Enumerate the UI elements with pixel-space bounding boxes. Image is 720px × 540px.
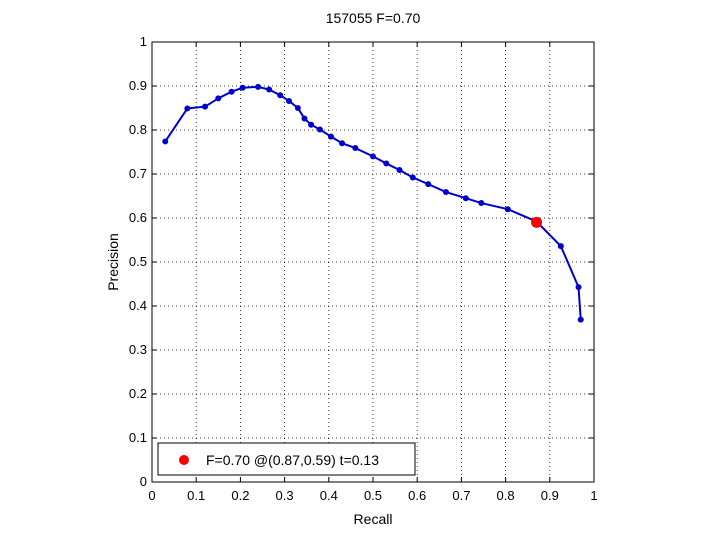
- data-point: [294, 105, 301, 111]
- data-point: [255, 83, 262, 90]
- data-point: [277, 92, 284, 99]
- chart-title: 157055 F=0.70: [326, 10, 421, 26]
- legend-marker: [179, 455, 189, 465]
- y-tick-label: 0.8: [129, 122, 147, 137]
- data-point: [383, 160, 390, 167]
- x-tick-label: 0.3: [276, 488, 294, 503]
- data-point: [162, 138, 169, 145]
- data-point: [462, 195, 469, 202]
- x-tick-label: 0.4: [320, 488, 338, 503]
- data-point: [239, 84, 246, 91]
- x-tick-label: 0.9: [541, 488, 559, 503]
- x-axis-label: Recall: [354, 511, 393, 527]
- data-point: [425, 181, 432, 188]
- y-tick-labels: 0 0.1 0.2 0.3 0.4 0.5 0.6 0.7 0.8 0.9 1: [129, 34, 147, 489]
- x-tick-label: 1: [590, 488, 597, 503]
- legend: F=0.70 @(0.87,0.59) t=0.13: [157, 442, 416, 476]
- y-tick-label: 0.9: [129, 78, 147, 93]
- y-tick-label: 0.6: [129, 210, 147, 225]
- data-point: [409, 174, 416, 181]
- data-point: [442, 189, 449, 196]
- data-point: [328, 133, 335, 140]
- y-tick-label: 0.5: [129, 254, 147, 269]
- y-tick-label: 0.3: [129, 342, 147, 357]
- data-point: [557, 243, 564, 250]
- y-tick-label: 0.7: [129, 166, 147, 181]
- data-point: [202, 103, 209, 110]
- y-tick-label: 0.2: [129, 386, 147, 401]
- best-f-point: [531, 216, 543, 228]
- y-tick-label: 0: [140, 474, 147, 489]
- x-tick-label: 0.7: [452, 488, 470, 503]
- data-point: [184, 105, 191, 112]
- y-tick-label: 1: [140, 34, 147, 49]
- data-point: [215, 95, 222, 102]
- data-point: [352, 145, 359, 152]
- data-point: [266, 86, 273, 93]
- highlight-layer: [531, 216, 543, 228]
- plot-frame: [151, 41, 595, 483]
- grid-lines: [152, 42, 594, 482]
- data-point: [286, 97, 293, 104]
- data-point: [478, 200, 485, 207]
- y-tick-label: 0.4: [129, 298, 147, 313]
- x-tick-label: 0.2: [231, 488, 249, 503]
- x-tick-label: 0.6: [408, 488, 426, 503]
- data-point: [316, 126, 323, 133]
- series-layer: [162, 83, 584, 323]
- legend-box: [157, 442, 416, 476]
- y-axis-label: Precision: [105, 233, 121, 291]
- data-point: [577, 316, 584, 323]
- x-tick-label: 0.8: [497, 488, 515, 503]
- legend-label: F=0.70 @(0.87,0.59) t=0.13: [206, 452, 379, 468]
- data-point: [575, 284, 582, 291]
- data-point: [396, 167, 403, 174]
- x-tick-label: 0.5: [364, 488, 382, 503]
- x-tick-label: 0: [148, 488, 155, 503]
- x-tick-labels: 0 0.1 0.2 0.3 0.4 0.5 0.6 0.7 0.8 0.9 1: [148, 488, 597, 503]
- data-point: [370, 153, 376, 160]
- data-point: [504, 206, 511, 213]
- data-point: [228, 88, 235, 95]
- y-tick-label: 0.1: [129, 430, 147, 445]
- data-point: [339, 140, 346, 147]
- x-tick-label: 0.1: [187, 488, 205, 503]
- data-point: [308, 121, 315, 128]
- data-point: [301, 115, 308, 122]
